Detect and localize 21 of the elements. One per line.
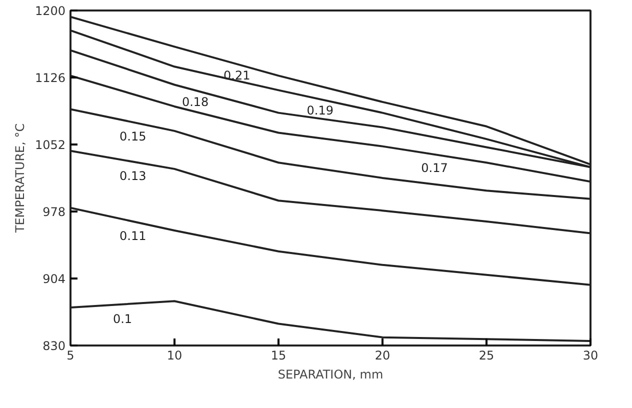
y-tick-label: 1052 <box>34 138 66 152</box>
y-axis-title: TEMPERATURE, °C <box>12 123 27 234</box>
series-label: 0.17 <box>421 160 448 175</box>
x-tick-label: 30 <box>582 348 598 362</box>
x-axis-title: SEPARATION, mm <box>278 368 384 382</box>
series-label: 0.19 <box>306 104 334 118</box>
series-label: 0.15 <box>120 130 146 144</box>
series-label: 0.1 <box>112 312 132 326</box>
y-tick-label: 1126 <box>34 71 66 85</box>
series-label: 0.11 <box>120 228 146 243</box>
x-tick-label: 25 <box>478 348 494 362</box>
y-tick-label: 978 <box>42 205 66 219</box>
y-tick-label: 904 <box>42 272 66 286</box>
x-tick-label: 5 <box>66 348 74 362</box>
series-label: 0.13 <box>120 169 146 184</box>
x-tick-label: 10 <box>166 348 182 362</box>
y-tick-label: 830 <box>42 339 66 353</box>
series-label: 0.18 <box>182 94 209 109</box>
y-tick-label: 1200 <box>34 4 66 18</box>
x-tick-label: 15 <box>270 348 286 362</box>
x-tick-label: 20 <box>374 348 390 362</box>
